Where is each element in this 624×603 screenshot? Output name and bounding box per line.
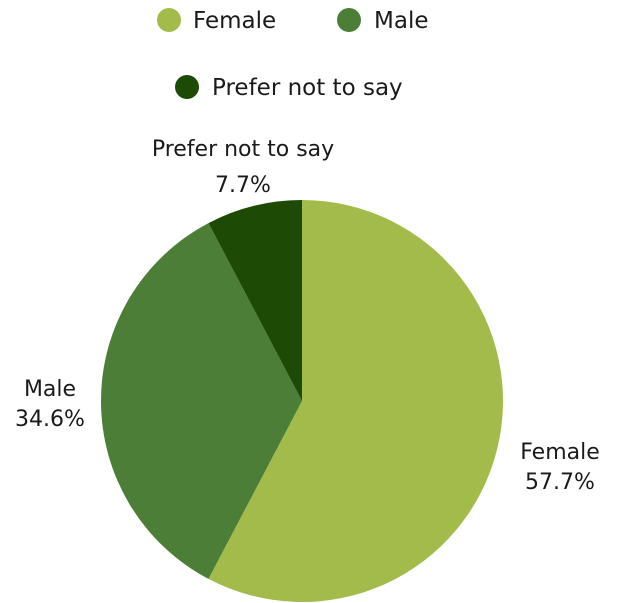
pie-slices bbox=[100, 200, 503, 602]
legend-item-female: Female bbox=[157, 8, 276, 34]
data-label-male-value: 34.6% bbox=[15, 407, 85, 432]
pie-slice-prefer-not-to-say bbox=[208, 200, 302, 401]
legend: Female Male Prefer not to say bbox=[157, 8, 428, 101]
data-label-female-name: Female bbox=[520, 440, 600, 465]
legend-swatch-male bbox=[337, 8, 361, 32]
data-label-male-name: Male bbox=[24, 377, 76, 402]
data-labels: Female 57.7% Male 34.6% Prefer not to sa… bbox=[15, 137, 600, 495]
legend-label-female: Female bbox=[193, 8, 276, 34]
legend-label-male: Male bbox=[374, 8, 428, 34]
pie-slice-female bbox=[208, 200, 503, 602]
legend-swatch-female bbox=[157, 8, 181, 32]
legend-label-prefer-not-to-say: Prefer not to say bbox=[212, 75, 403, 101]
data-label-female-value: 57.7% bbox=[525, 470, 595, 495]
legend-swatch-prefer-not-to-say bbox=[175, 75, 199, 99]
legend-item-male: Male bbox=[337, 8, 428, 34]
data-label-prefer-not-to-say-name: Prefer not to say bbox=[152, 137, 334, 162]
data-label-prefer-not-to-say-value: 7.7% bbox=[215, 173, 271, 198]
legend-item-prefer-not-to-say: Prefer not to say bbox=[175, 75, 403, 101]
pie-slice-male bbox=[100, 223, 303, 579]
